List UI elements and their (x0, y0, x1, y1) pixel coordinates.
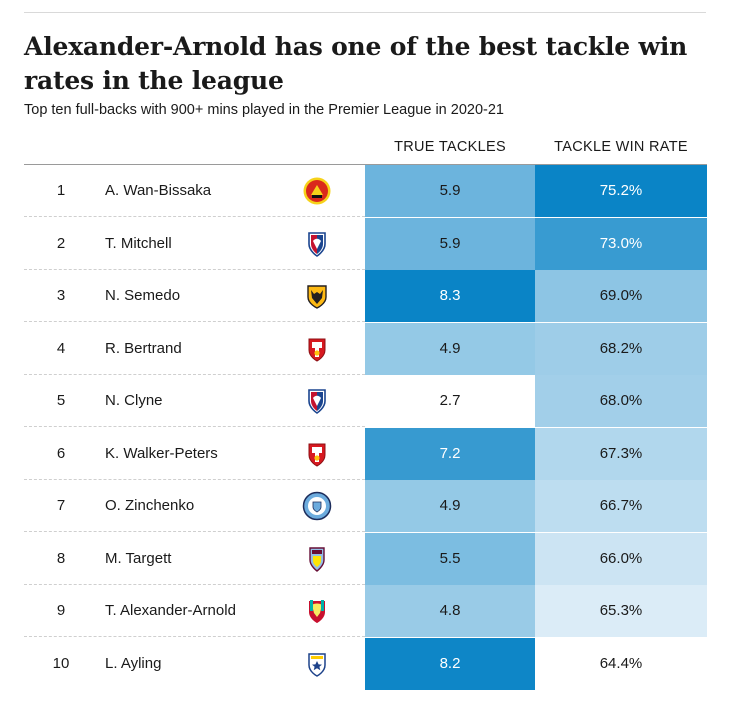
rank-label: 3 (56, 287, 66, 304)
tackle-win-rate-cell: 75.2% (535, 165, 707, 217)
player-name: N. Clyne (105, 392, 163, 409)
table-row: 1 A. Wan-Bissaka 5.9 75.2% (24, 165, 707, 217)
crystal-palace-badge-icon (302, 386, 332, 416)
liverpool-badge-icon (302, 596, 332, 626)
tackle-win-rate-cell: 68.0% (535, 375, 707, 427)
rank-label: 8 (56, 549, 66, 567)
true-tackles-cell: 4.8 (365, 585, 535, 637)
rank-label: 4 (56, 339, 66, 357)
top-rule (24, 12, 706, 13)
row-separator (24, 636, 365, 637)
rank-label: 5 (56, 392, 66, 409)
table-row: 9 T. Alexander-Arnold 4.8 65.3% (24, 585, 707, 637)
true-tackles-cell: 8.3 (365, 270, 535, 322)
player-name: T. Alexander-Arnold (105, 602, 236, 619)
true-tackles-cell: 4.9 (365, 480, 535, 532)
rank-label: 2 (56, 234, 66, 252)
southampton-badge-icon (302, 439, 332, 469)
row-separator (24, 373, 365, 375)
tackle-win-rate-cell: 73.0% (535, 217, 707, 270)
true-tackles-cell: 2.7 (365, 375, 535, 427)
chart-title: Alexander-Arnold has one of the best tac… (24, 32, 688, 95)
row-separator (24, 478, 365, 480)
true-tackles-cell: 4.9 (365, 322, 535, 375)
row-separator (24, 268, 365, 270)
rank-label: 1 (56, 182, 66, 199)
player-name: O. Zinchenko (105, 497, 195, 514)
tackle-win-rate-cell: 66.7% (535, 480, 707, 532)
table-row: 6 K. Walker-Peters 7.2 67.3% (24, 427, 707, 480)
table-row: 4 R. Bertrand 4.9 68.2% (24, 322, 707, 375)
player-name: N. Semedo (105, 287, 181, 304)
aston-villa-badge-icon (302, 544, 332, 574)
player-name: K. Walker-Peters (105, 444, 218, 462)
row-separator (24, 531, 365, 532)
table-row: 7 O. Zinchenko 4.9 66.7% (24, 480, 707, 532)
tackle-win-rate-cell: 66.0% (535, 532, 707, 585)
true-tackles-cell: 8.2 (365, 637, 535, 690)
player-name: A. Wan-Bissaka (105, 182, 212, 199)
tackle-win-rate-cell: 65.3% (535, 585, 707, 637)
crystal-palace-badge-icon (302, 229, 332, 259)
column-header-true-tackles: TRUE TACKLES (394, 139, 506, 155)
true-tackles-cell: 5.5 (365, 532, 535, 585)
column-header-tackle-win-rate: TACKLE WIN RATE (554, 139, 688, 155)
table-row: 10 L. Ayling 8.2 64.4% (24, 637, 707, 690)
table-row: 2 T. Mitchell 5.9 73.0% (24, 217, 707, 270)
rank-label: 6 (56, 444, 66, 462)
wolves-badge-icon (302, 281, 332, 311)
row-separator (24, 426, 365, 427)
rank-label: 7 (56, 497, 66, 514)
man-utd-badge-icon (302, 176, 332, 206)
tackle-win-rate-cell: 69.0% (535, 270, 707, 322)
table-row: 5 N. Clyne 2.7 68.0% (24, 375, 707, 427)
player-name: M. Targett (105, 549, 172, 567)
player-name: R. Bertrand (105, 339, 182, 357)
tackle-win-rate-cell: 64.4% (535, 637, 707, 690)
header-divider (24, 164, 707, 165)
tackle-win-rate-cell: 68.2% (535, 322, 707, 375)
table-row: 8 M. Targett 5.5 66.0% (24, 532, 707, 585)
row-separator (24, 321, 365, 322)
chart-subtitle: Top ten full-backs with 900+ mins played… (24, 102, 504, 118)
player-name: T. Mitchell (105, 234, 172, 252)
row-separator (24, 583, 365, 585)
rank-label: 9 (56, 602, 66, 619)
man-city-badge-icon (302, 491, 332, 521)
true-tackles-cell: 5.9 (365, 217, 535, 270)
player-name: L. Ayling (105, 654, 162, 672)
southampton-badge-icon (302, 334, 332, 364)
leeds-badge-icon (302, 649, 332, 679)
true-tackles-cell: 5.9 (365, 165, 535, 217)
rank-label: 10 (52, 654, 70, 672)
tackle-win-rate-cell: 67.3% (535, 427, 707, 480)
true-tackles-cell: 7.2 (365, 427, 535, 480)
row-separator (24, 216, 365, 217)
table-row: 3 N. Semedo 8.3 69.0% (24, 270, 707, 322)
